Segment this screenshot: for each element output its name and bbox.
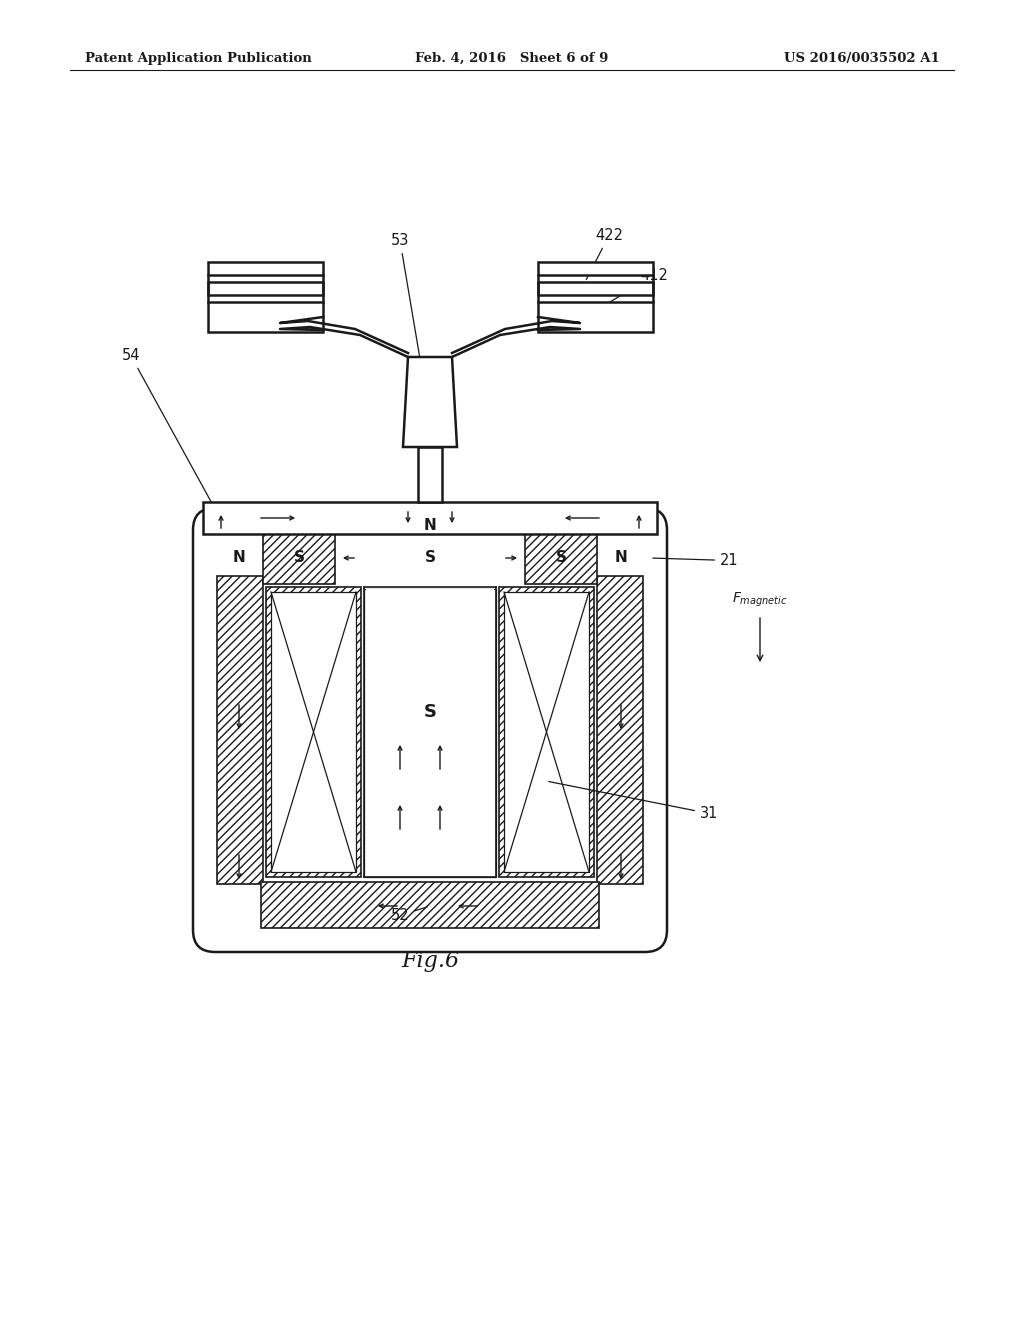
Bar (366, 589, 494, 875)
Text: 52: 52 (391, 907, 427, 923)
Bar (263, 532, 335, 583)
Text: 54: 54 (122, 348, 219, 516)
Bar (504, 591, 589, 873)
Bar (261, 882, 599, 928)
Text: 412: 412 (588, 268, 668, 315)
Bar (217, 576, 263, 884)
FancyBboxPatch shape (193, 508, 667, 952)
Bar (538, 282, 653, 294)
Bar (208, 261, 323, 275)
Bar (203, 502, 657, 535)
Bar (208, 282, 323, 294)
Bar (538, 261, 653, 275)
Bar (364, 589, 496, 876)
Bar (538, 302, 653, 333)
Bar (418, 447, 442, 502)
Text: N: N (424, 519, 436, 533)
Text: $F_{magnetic}$: $F_{magnetic}$ (732, 591, 787, 609)
Bar (364, 587, 496, 876)
Text: S: S (555, 550, 566, 565)
Bar (266, 587, 361, 876)
Text: Patent Application Publication: Patent Application Publication (85, 51, 311, 65)
Text: 21: 21 (652, 553, 738, 568)
Bar (263, 531, 597, 882)
Polygon shape (403, 356, 457, 447)
Text: 53: 53 (391, 234, 425, 385)
Bar (499, 587, 594, 876)
Bar (208, 302, 323, 333)
Text: N: N (614, 550, 628, 565)
Text: Fig.6: Fig.6 (401, 950, 459, 972)
Text: N: N (232, 550, 246, 565)
Text: S: S (424, 704, 436, 721)
Text: S: S (294, 550, 304, 565)
Bar (597, 576, 643, 884)
Bar (525, 532, 597, 583)
Text: 31: 31 (549, 781, 719, 821)
Bar (271, 591, 356, 873)
Text: 422: 422 (587, 228, 623, 280)
Text: Feb. 4, 2016   Sheet 6 of 9: Feb. 4, 2016 Sheet 6 of 9 (416, 51, 608, 65)
Text: S: S (425, 550, 435, 565)
Text: US 2016/0035502 A1: US 2016/0035502 A1 (784, 51, 940, 65)
